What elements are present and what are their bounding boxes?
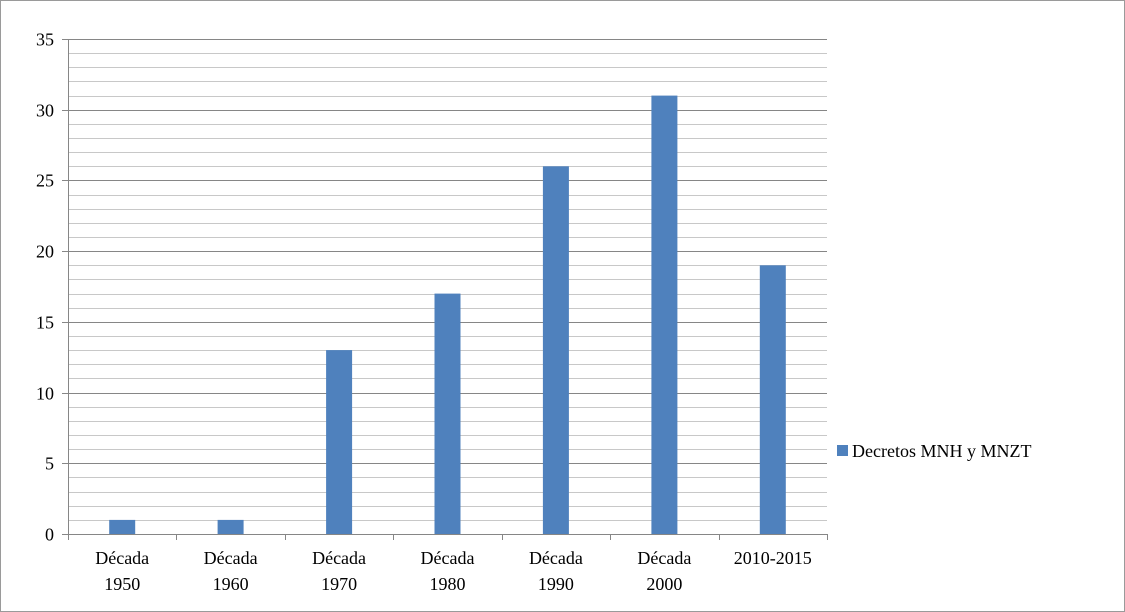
x-tick-label-line: Década [204,548,258,568]
y-tick-label: 5 [45,454,54,474]
x-tick-label: Década 1960 [204,548,258,594]
x-tick-label-line: 2000 [646,574,682,594]
x-tick-label: Década 2000 [637,548,691,594]
x-tick-label-line: 1970 [321,574,357,594]
y-tick-label: 10 [36,384,54,404]
x-tick-label: Década 1990 [529,548,583,594]
bar [217,519,244,534]
x-tick-label: Década 1950 [95,548,149,594]
y-tick-label: 25 [36,171,54,191]
legend-swatch [837,445,848,456]
x-tick-label-line: 1980 [430,574,466,594]
x-tick-label-line: Década [95,548,149,568]
bar [434,293,461,534]
y-tick-label: 15 [36,313,54,333]
bar [109,519,136,534]
legend-label: Decretos MNH y MNZT [852,441,1031,461]
x-tick-label: Década 1970 [312,548,366,594]
x-tick-label-line: 2010-2015 [734,548,812,568]
y-tick-label: 0 [45,525,54,545]
x-axis-ticks: Década 1950 Década 1960 Década 1970 Década 1980… [68,534,828,594]
x-tick-label-line: Década [421,548,475,568]
bar [651,95,678,534]
bar [759,265,786,534]
y-tick-label: 35 [36,30,54,50]
x-tick-label-line: 1950 [104,574,140,594]
x-tick-label-line: 1960 [213,574,249,594]
axes [68,39,827,535]
y-tick-label: 30 [36,101,54,121]
x-tick-label: 2010-2015 [734,548,812,568]
bar [326,350,353,534]
bars [109,95,786,535]
x-tick-label-line: Década [312,548,366,568]
x-tick-label: Década 1980 [421,548,475,594]
y-tick-label: 20 [36,242,54,262]
legend: Decretos MNH y MNZT [837,441,1031,461]
x-tick-label-line: 1990 [538,574,574,594]
y-axis-ticks: 0 5 10 15 20 25 30 35 [36,30,68,545]
x-tick-label-line: Década [529,548,583,568]
bar [542,166,569,535]
x-tick-label-line: Década [637,548,691,568]
